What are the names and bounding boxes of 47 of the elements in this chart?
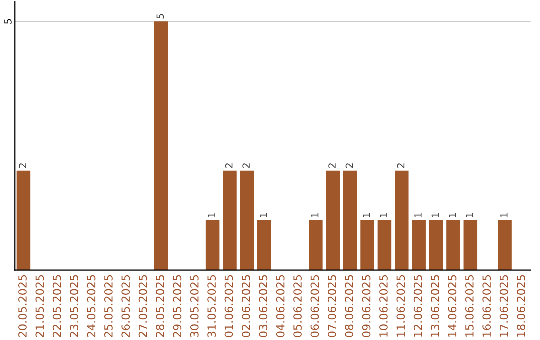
x-tick-label: 14.06.2025 (448, 275, 457, 337)
x-tick-label: 16.06.2025 (482, 275, 492, 337)
x-tick-label: 27.05.2025 (138, 275, 148, 338)
data-label: 1 (414, 213, 422, 218)
x-tick-label: 20.05.2025 (18, 275, 27, 338)
x-tick-label: 28.05.2025 (156, 275, 164, 338)
data-label: 2 (397, 164, 405, 168)
x-tick-label: 04.06.2025 (276, 275, 285, 338)
x-tick-label: 31.05.2025 (208, 275, 216, 338)
x-tick-label: 02.06.2025 (242, 275, 250, 338)
data-label: 2 (328, 164, 336, 168)
data-label: 1 (466, 213, 474, 218)
x-tick-label: 29.05.2025 (173, 275, 182, 338)
data-label: 1 (500, 213, 508, 218)
x-tick-label: 10.06.2025 (380, 275, 388, 337)
x-tick-label: 01.06.2025 (224, 275, 234, 338)
data-label: 2 (19, 164, 26, 168)
data-label: 2 (225, 164, 233, 168)
x-tick-label: 13.06.2025 (431, 275, 440, 337)
data-label: 1 (449, 213, 456, 218)
data-label: 1 (363, 213, 370, 218)
data-label: 2 (346, 164, 354, 168)
x-tick-label: 12.06.2025 (414, 275, 422, 337)
x-tick-label: 23.05.2025 (70, 275, 79, 338)
x-tick-label: 15.06.2025 (465, 275, 474, 337)
x-tick-label: 24.05.2025 (87, 275, 96, 338)
data-label: 1 (312, 213, 319, 218)
x-tick-label: 25.05.2025 (104, 275, 113, 338)
data-label: 2 (242, 164, 250, 168)
x-tick-label: 17.06.2025 (500, 275, 508, 337)
x-tick-label: 05.06.2025 (294, 275, 302, 338)
x-tick-label: 22.05.2025 (52, 275, 62, 338)
x-tick-label: 26.05.2025 (122, 275, 130, 338)
data-label: 1 (380, 213, 388, 218)
x-tick-label: 06.06.2025 (310, 275, 320, 338)
x-tick-label: 18.06.2025 (517, 275, 526, 337)
x-tick-label: 11.06.2025 (396, 275, 406, 337)
data-label: 1 (260, 213, 268, 218)
x-tick-label: 21.05.2025 (36, 275, 44, 338)
data-label: 1 (208, 213, 216, 218)
x-tick-label: 03.06.2025 (259, 275, 268, 338)
x-tick-label: 08.06.2025 (345, 275, 354, 338)
x-tick-label: 30.05.2025 (190, 275, 199, 338)
data-label: 1 (432, 213, 439, 218)
data-label: 5 (156, 14, 164, 19)
x-tick-label: 09.06.2025 (362, 275, 371, 338)
x-tick-label: 07.06.2025 (328, 275, 336, 338)
